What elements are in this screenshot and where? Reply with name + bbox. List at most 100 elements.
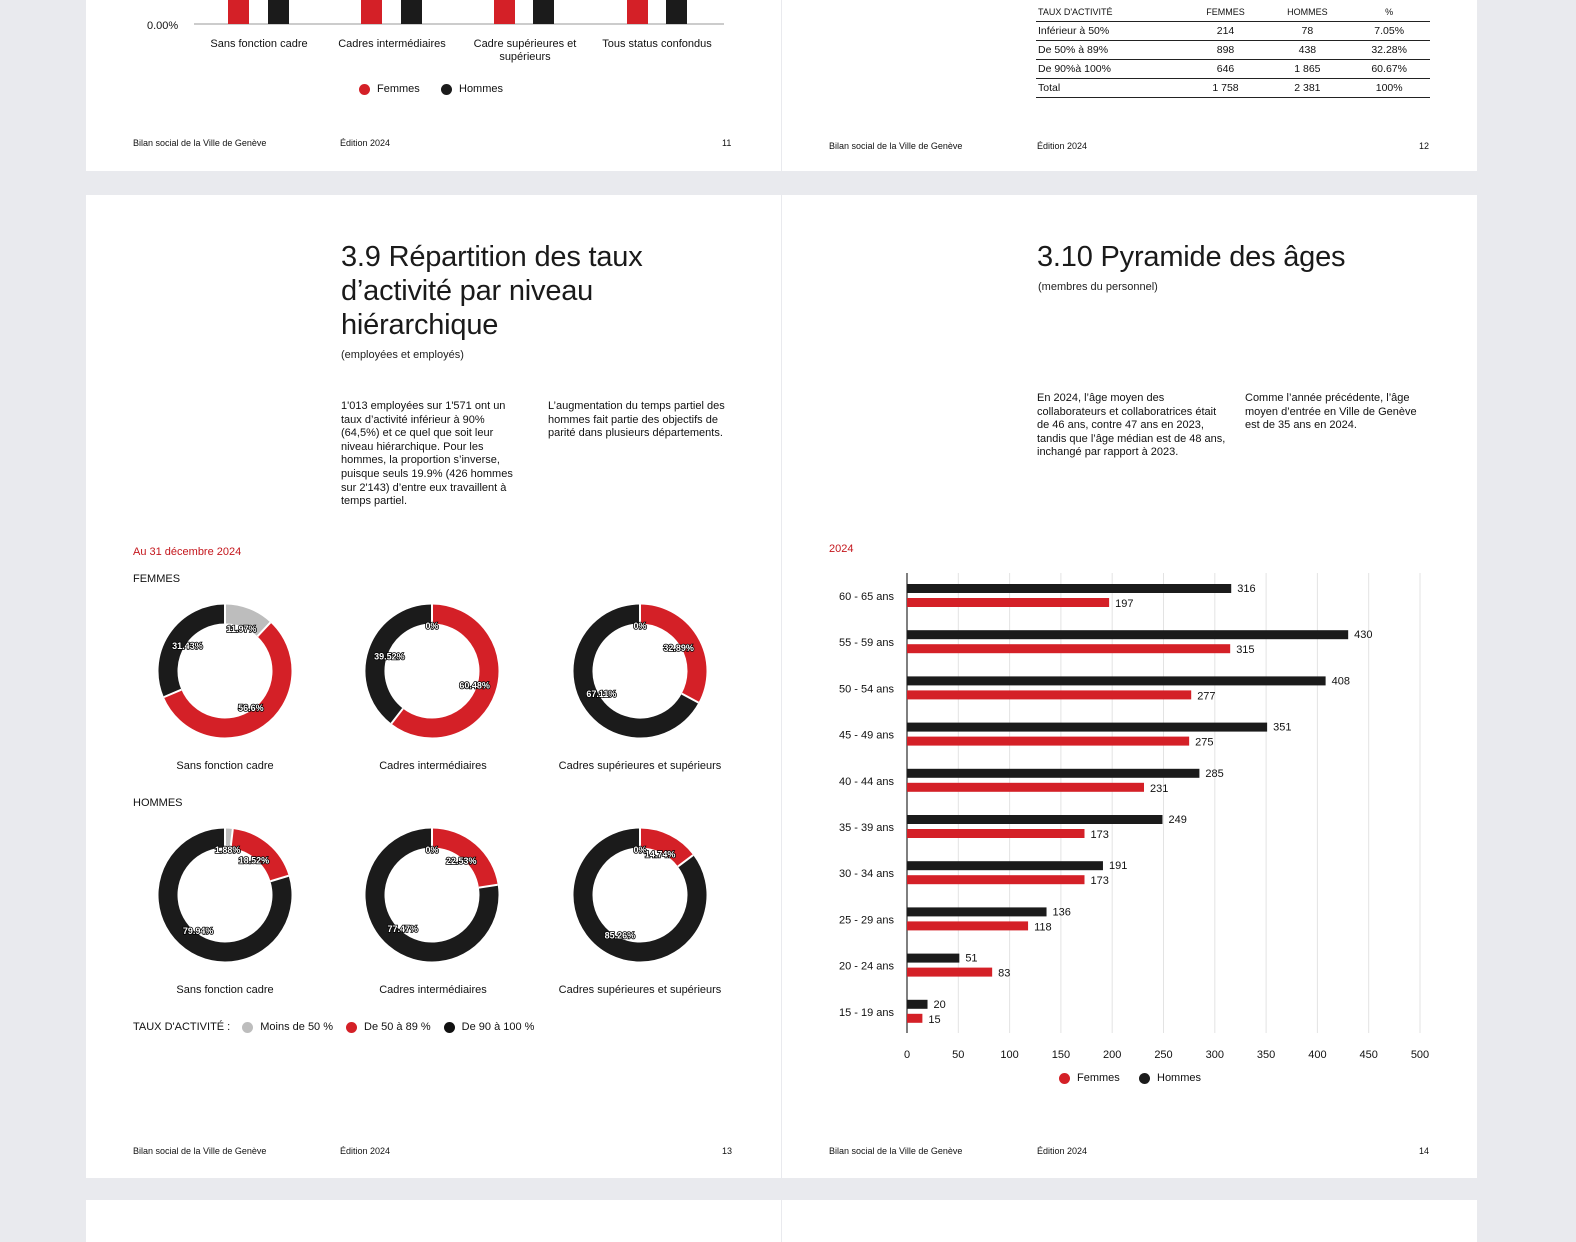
donut-slice <box>163 622 292 738</box>
x-tick-label: 150 <box>1052 1049 1070 1061</box>
page-title: 3.10 Pyramide des âges <box>1037 241 1346 273</box>
donut-separator <box>681 692 699 704</box>
donut-slice <box>365 828 499 962</box>
paragraph-right: L’augmentation du temps partiel des homm… <box>548 400 725 440</box>
y-tick-label: 30 - 34 ans <box>839 868 895 880</box>
donut-slice <box>639 604 707 703</box>
table-cell: Inférieur à 50% <box>1036 21 1185 41</box>
donut-slice <box>391 604 499 738</box>
donut-slice <box>431 828 498 889</box>
y-tick-label: 60 - 65 ans <box>839 591 895 603</box>
bar-hommes <box>907 907 1047 917</box>
legend-label: Hommes <box>1157 1072 1202 1084</box>
donut-slice <box>158 604 226 698</box>
page-16 <box>782 1200 1477 1242</box>
bar-femmes <box>907 1013 923 1023</box>
bar-value-label: 316 <box>1237 583 1255 595</box>
table-header-row: TAUX D'ACTIVITÉ FEMMES HOMMES % <box>1036 3 1430 22</box>
y-tick-label: 55 - 59 ans <box>839 637 895 649</box>
donut-value-label: 11.97% <box>227 624 257 634</box>
table-cell: 1 865 <box>1266 59 1349 79</box>
pyramid-legend-femmes: Femmes <box>1059 1072 1120 1084</box>
x-tick-label: Tous status confondus <box>602 38 712 50</box>
donut-caption: Cadres intermédiaires <box>379 760 487 772</box>
y-tick-label: 35 - 39 ans <box>839 822 895 834</box>
y-tick-label: 20 - 24 ans <box>839 961 895 973</box>
donut-value-label: 0% <box>425 621 438 631</box>
bar-hommes <box>907 815 1163 824</box>
bar-value-label: 136 <box>1053 906 1071 918</box>
table-cell: 438 <box>1266 40 1349 60</box>
bar-femmes <box>907 875 1085 885</box>
legend-label: Femmes <box>1077 1072 1120 1084</box>
donut-value-label: 39.52% <box>374 651 405 661</box>
bar-femmes-tous <box>627 0 648 24</box>
y-tick-label: 25 - 29 ans <box>839 914 895 926</box>
bar-value-label: 315 <box>1236 644 1254 656</box>
donut-caption: Sans fonction cadre <box>176 760 274 772</box>
donut-caption: Sans fonction cadre <box>176 984 274 996</box>
legend-title: TAUX D'ACTIVITÉ : <box>133 1021 231 1033</box>
footer-org: Bilan social de la Ville de Genève <box>829 141 963 151</box>
bar-femmes-cadres-int <box>361 0 382 24</box>
legend-swatch <box>346 1021 358 1033</box>
table-row: Inférieur à 50% 214 78 7.05% <box>1036 21 1430 41</box>
x-tick-label: 250 <box>1154 1049 1172 1061</box>
legend-swatch <box>359 83 370 95</box>
x-tick-label: 500 <box>1411 1049 1429 1061</box>
bar-femmes <box>907 736 1190 746</box>
page-13: 3.9 Répartition des taux d’activité par … <box>86 195 781 1178</box>
table-header: FEMMES <box>1184 3 1267 22</box>
table-cell: 100% <box>1348 78 1430 98</box>
table-row-total: Total 1 758 2 381 100% <box>1036 78 1430 98</box>
page-number: 14 <box>1419 1146 1430 1156</box>
x-tick-label: 50 <box>952 1049 964 1061</box>
bar-hommes <box>907 722 1268 732</box>
activity-rate-table: TAUX D'ACTIVITÉ FEMMES HOMMES % Inférieu… <box>1036 3 1430 98</box>
donut-value-label: 18.52% <box>239 856 270 866</box>
donut-caption: Cadres supérieures et supérieurs <box>558 760 722 772</box>
bar-femmes <box>907 782 1145 792</box>
x-tick-label: 0 <box>904 1049 910 1061</box>
x-tick-label: 200 <box>1103 1049 1121 1061</box>
bar-value-label: 408 <box>1332 675 1350 687</box>
footer-edition: Édition 2024 <box>340 138 391 148</box>
page-number: 13 <box>722 1146 733 1156</box>
y-tick-label: 50 - 54 ans <box>839 683 895 695</box>
table-cell: 1 758 <box>1184 78 1267 98</box>
table-cell: 898 <box>1184 40 1267 60</box>
donut-separator <box>677 854 694 868</box>
bar-value-label: 231 <box>1150 783 1168 795</box>
legend-swatch <box>1059 1072 1070 1084</box>
bar-hommes-tous <box>666 0 687 24</box>
legend-label: De 50 à 89 % <box>364 1021 431 1033</box>
donut-value-label: 0% <box>633 621 646 631</box>
donut-value-label: 1.88% <box>215 845 241 855</box>
table-cell: 2 381 <box>1266 78 1349 98</box>
year-label: 2024 <box>829 543 854 555</box>
x-tick-label: 450 <box>1360 1049 1378 1061</box>
legend-label: De 90 à 100 % <box>461 1021 535 1033</box>
table-header: HOMMES <box>1266 3 1349 22</box>
table-header: TAUX D'ACTIVITÉ <box>1036 3 1185 22</box>
bar-value-label: 51 <box>965 953 977 965</box>
bar-value-label: 191 <box>1109 860 1127 872</box>
x-tick-label: Sans fonction cadre <box>210 38 308 50</box>
group-label-femmes: FEMMES <box>133 573 181 585</box>
donut-separator <box>390 707 404 725</box>
donut-separator <box>229 828 234 848</box>
legend-hommes: Hommes <box>441 83 503 95</box>
table-cell: 7.05% <box>1348 21 1430 41</box>
title-line: 3.9 Répartition des taux <box>341 241 643 273</box>
y-tick-label: 40 - 44 ans <box>839 776 895 788</box>
donut-value-label: 60.48% <box>459 681 490 691</box>
page-14: 3.10 Pyramide des âges (membres du perso… <box>782 195 1477 1178</box>
x-tick-label: 100 <box>1000 1049 1018 1061</box>
bar-hommes <box>907 630 1349 640</box>
donut-value-label: 0% <box>633 845 646 855</box>
bar-value-label: 351 <box>1273 722 1291 734</box>
x-tick-label: Cadre supérieures et supérieurs <box>473 38 577 63</box>
bar-value-label: 15 <box>928 1014 940 1026</box>
page-12: TAUX D'ACTIVITÉ FEMMES HOMMES % Inférieu… <box>782 0 1477 171</box>
paragraph-left: En 2024, l’âge moyen des collaborateurs … <box>1037 392 1226 459</box>
